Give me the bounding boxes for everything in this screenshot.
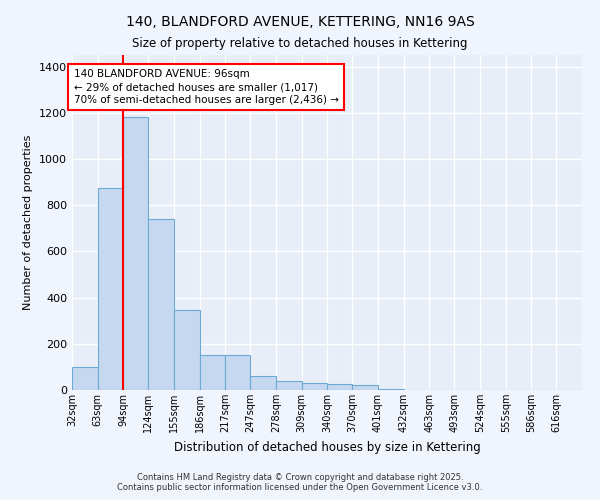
Text: Size of property relative to detached houses in Kettering: Size of property relative to detached ho… bbox=[132, 38, 468, 51]
Bar bbox=[328, 384, 352, 390]
Bar bbox=[124, 118, 148, 390]
Bar bbox=[378, 389, 404, 390]
Text: Contains HM Land Registry data © Crown copyright and database right 2025.
Contai: Contains HM Land Registry data © Crown c… bbox=[118, 473, 482, 492]
Bar bbox=[148, 219, 174, 390]
Bar bbox=[226, 356, 250, 390]
Bar bbox=[250, 376, 276, 390]
Bar bbox=[276, 381, 302, 390]
Text: 140, BLANDFORD AVENUE, KETTERING, NN16 9AS: 140, BLANDFORD AVENUE, KETTERING, NN16 9… bbox=[125, 15, 475, 29]
Y-axis label: Number of detached properties: Number of detached properties bbox=[23, 135, 34, 310]
Bar bbox=[72, 367, 98, 390]
X-axis label: Distribution of detached houses by size in Kettering: Distribution of detached houses by size … bbox=[173, 440, 481, 454]
Text: 140 BLANDFORD AVENUE: 96sqm
← 29% of detached houses are smaller (1,017)
70% of : 140 BLANDFORD AVENUE: 96sqm ← 29% of det… bbox=[74, 69, 338, 106]
Bar bbox=[200, 356, 226, 390]
Bar bbox=[174, 310, 200, 390]
Bar bbox=[352, 386, 378, 390]
Bar bbox=[98, 188, 124, 390]
Bar bbox=[302, 383, 328, 390]
